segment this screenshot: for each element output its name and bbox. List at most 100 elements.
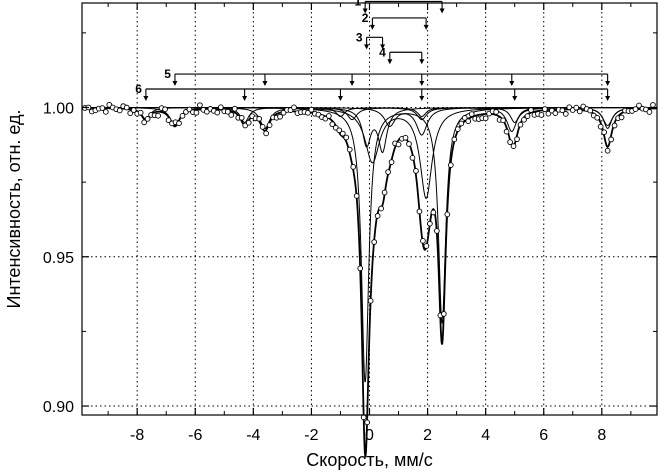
data-point <box>545 110 552 117</box>
data-point <box>381 189 388 196</box>
data-point <box>395 141 402 148</box>
data-point <box>409 155 416 161</box>
data-point <box>427 220 433 227</box>
data-point <box>346 146 353 153</box>
data-point <box>507 139 513 145</box>
data-point <box>573 104 580 111</box>
data-point <box>430 209 437 216</box>
x-tick-label: 0 <box>365 427 374 444</box>
data-point <box>576 108 583 115</box>
data-point <box>339 130 346 137</box>
data-point <box>650 102 656 108</box>
data-point <box>238 114 245 121</box>
data-point <box>277 113 283 120</box>
data-point <box>179 113 186 119</box>
data-point <box>378 205 384 212</box>
data-point <box>141 119 148 126</box>
data-point <box>521 116 527 123</box>
data-point <box>524 113 531 119</box>
data-point <box>144 116 151 122</box>
marker-arrowhead <box>605 95 611 101</box>
data-point <box>176 120 182 127</box>
marker-arrowhead <box>362 8 368 14</box>
data-point <box>336 127 343 134</box>
marker-arrowhead <box>369 24 375 30</box>
marker-arrowhead <box>242 95 248 101</box>
data-point <box>385 169 391 175</box>
axis-ticks: -8 -6 -4 -2 0 2 4 6 8 0.90 0.95 1.00 <box>43 3 657 444</box>
x-tick-label: 6 <box>539 427 548 444</box>
data-point <box>594 114 601 121</box>
data-point <box>447 162 454 168</box>
data-point <box>636 102 642 109</box>
data-point <box>127 110 134 116</box>
data-point <box>102 109 109 115</box>
x-axis-title: Скорость, мм/с <box>306 450 432 470</box>
data-point <box>646 109 653 115</box>
marker-arrowhead <box>512 95 518 101</box>
data-point <box>538 112 545 118</box>
data-point <box>423 243 430 249</box>
marker-arrowhead <box>423 24 429 30</box>
data-point <box>406 141 412 147</box>
data-point <box>197 102 203 109</box>
data-point <box>451 136 458 143</box>
data-point <box>444 211 451 218</box>
marker-label-5: 5 <box>164 67 171 81</box>
component-markers: 12 3 4 5 6 <box>135 0 611 101</box>
data-point <box>137 109 144 116</box>
data-point <box>468 111 475 117</box>
x-tick-label: 4 <box>481 427 490 444</box>
data-point <box>193 109 200 116</box>
data-point <box>305 109 311 116</box>
data-point <box>503 128 510 135</box>
data-point <box>162 106 168 113</box>
marker-arrowhead <box>349 81 355 87</box>
marker-arrowhead <box>419 59 425 65</box>
data-point <box>325 113 332 119</box>
data-point <box>231 105 238 112</box>
x-tick-label: -8 <box>130 427 144 444</box>
data-point <box>217 104 224 111</box>
data-point <box>308 106 315 113</box>
data-point <box>434 228 440 234</box>
y-axis-title: Интенсивность, отн. ед. <box>4 110 24 309</box>
data-point <box>454 126 461 132</box>
data-point <box>608 136 614 143</box>
data-point <box>601 129 608 136</box>
data-point <box>367 297 374 304</box>
data-point <box>329 121 336 128</box>
data-point <box>266 122 273 128</box>
data-point <box>461 115 468 121</box>
marker-label-3: 3 <box>356 30 363 44</box>
data-point <box>350 164 357 170</box>
marker-arrowhead <box>439 8 445 14</box>
data-point <box>552 110 559 116</box>
data-point <box>542 106 548 112</box>
data-point <box>559 107 566 114</box>
data-point <box>353 193 360 199</box>
data-point <box>420 238 426 244</box>
data-point <box>514 136 520 143</box>
data-point <box>343 134 350 141</box>
marker-arrowhead <box>605 81 611 87</box>
marker-arrowhead <box>262 81 268 87</box>
data-point <box>493 109 499 115</box>
marker-arrowhead <box>387 59 393 65</box>
data-point <box>482 115 489 122</box>
y-tick-label: 0.90 <box>43 399 74 416</box>
data-point <box>618 114 625 121</box>
data-point <box>263 130 269 137</box>
marker-label-6: 6 <box>135 82 142 96</box>
data-point <box>224 108 231 115</box>
marker-label-1: 1 <box>354 0 361 9</box>
marker-arrowhead <box>337 95 343 101</box>
data-point <box>259 124 266 130</box>
x-tick-label: -4 <box>246 427 260 444</box>
data-point <box>517 121 524 128</box>
data-point <box>416 208 423 215</box>
data-point <box>500 117 506 124</box>
data-point <box>214 109 221 116</box>
